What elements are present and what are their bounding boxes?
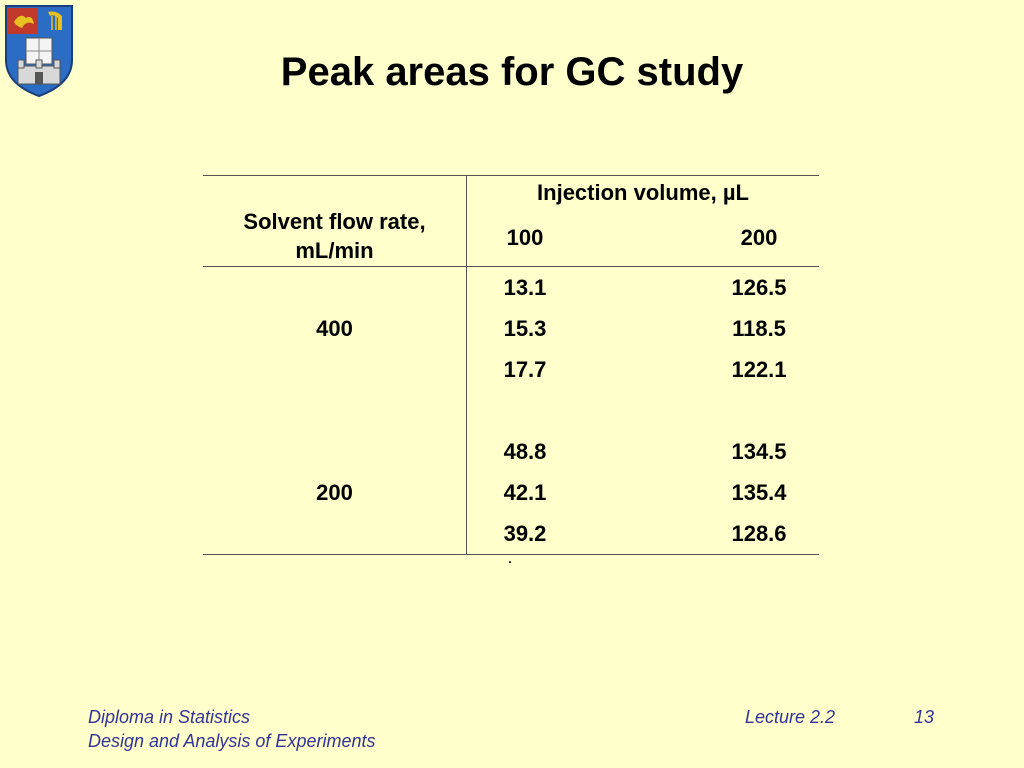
table-cell: 17.7 — [503, 357, 547, 382]
table-cell: 128.6 — [731, 521, 787, 546]
footer-lecture: Lecture 2.2 — [745, 707, 836, 727]
table-cell: 134.5 — [731, 439, 787, 464]
flow-rate-200: 200 — [316, 480, 353, 505]
column-group-header: Injection volume, µL — [537, 180, 749, 205]
table-column-divider — [466, 175, 467, 555]
row-header-line1: Solvent flow rate, — [243, 209, 426, 234]
row-header-line2: mL/min — [295, 238, 374, 263]
table-bottom-rule — [203, 554, 819, 555]
table-top-rule — [203, 175, 819, 176]
table-cell: 15.3 — [503, 316, 547, 341]
column-header-100: 100 — [506, 225, 544, 250]
peak-areas-table: Solvent flow rate, mL/min Injection volu… — [203, 175, 819, 555]
table-cell: 13.1 — [503, 275, 547, 300]
footer-course: Diploma in Statistics — [88, 707, 251, 727]
table-cell: 126.5 — [731, 275, 787, 300]
table-cell: 135.4 — [731, 480, 787, 505]
table-note: . — [508, 552, 512, 566]
flow-rate-400: 400 — [316, 316, 353, 341]
page-number: 13 — [914, 707, 935, 727]
table-cell: 122.1 — [731, 357, 787, 382]
table-header-rule — [203, 266, 819, 267]
table-cell: 42.1 — [503, 480, 547, 505]
footer-module: Design and Analysis of Experiments — [88, 731, 376, 751]
table-cell: 39.2 — [503, 521, 547, 546]
column-header-200: 200 — [740, 225, 778, 250]
university-crest-icon — [5, 5, 73, 98]
table-cell: 118.5 — [732, 316, 786, 341]
table-cell: 48.8 — [503, 439, 547, 464]
page-title: Peak areas for GC study — [280, 50, 744, 94]
